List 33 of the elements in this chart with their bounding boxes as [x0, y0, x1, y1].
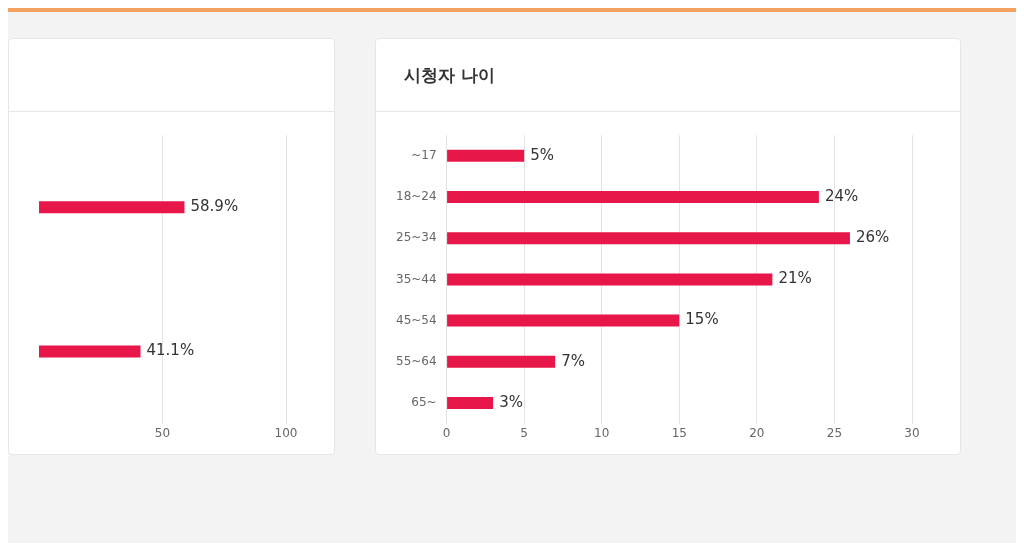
x-tick-label: 30 — [904, 425, 920, 440]
bar — [447, 232, 850, 245]
y-tick-label: 18~24 — [396, 189, 437, 204]
y-tick-label: 55~64 — [396, 353, 437, 368]
data-label: 21% — [778, 269, 812, 288]
bar — [447, 149, 525, 162]
x-tick-label: 20 — [749, 425, 765, 440]
y-tick-label: 35~44 — [396, 271, 437, 286]
bar — [447, 191, 819, 203]
data-label: 5% — [530, 145, 554, 164]
bar — [447, 314, 680, 327]
data-label: 24% — [824, 186, 859, 205]
y-tick-label: ~17 — [411, 147, 437, 162]
x-tick-label: 10 — [594, 425, 610, 440]
x-tick-label: 50 — [154, 425, 171, 440]
x-tick-label: 5 — [520, 425, 528, 440]
y-tick-label: 45~54 — [396, 312, 437, 327]
bar — [447, 355, 556, 368]
x-tick-label: 25 — [826, 425, 843, 440]
x-tick-label: 15 — [671, 425, 687, 440]
x-tick-label: 0 — [442, 425, 451, 440]
bar — [447, 397, 494, 409]
data-label: 7% — [561, 351, 585, 370]
chart-title: 시청자 나이 — [404, 63, 495, 87]
data-label: 26% — [855, 228, 890, 247]
x-tick-label: 100 — [274, 425, 298, 440]
data-label: 15% — [685, 310, 719, 329]
data-label: 3% — [499, 392, 523, 411]
bar — [447, 273, 773, 286]
data-label: 58.9% — [190, 197, 239, 216]
y-tick-label: 25~34 — [396, 230, 437, 245]
data-label: 41.1% — [146, 341, 195, 360]
y-tick-label: 65~ — [411, 395, 437, 410]
